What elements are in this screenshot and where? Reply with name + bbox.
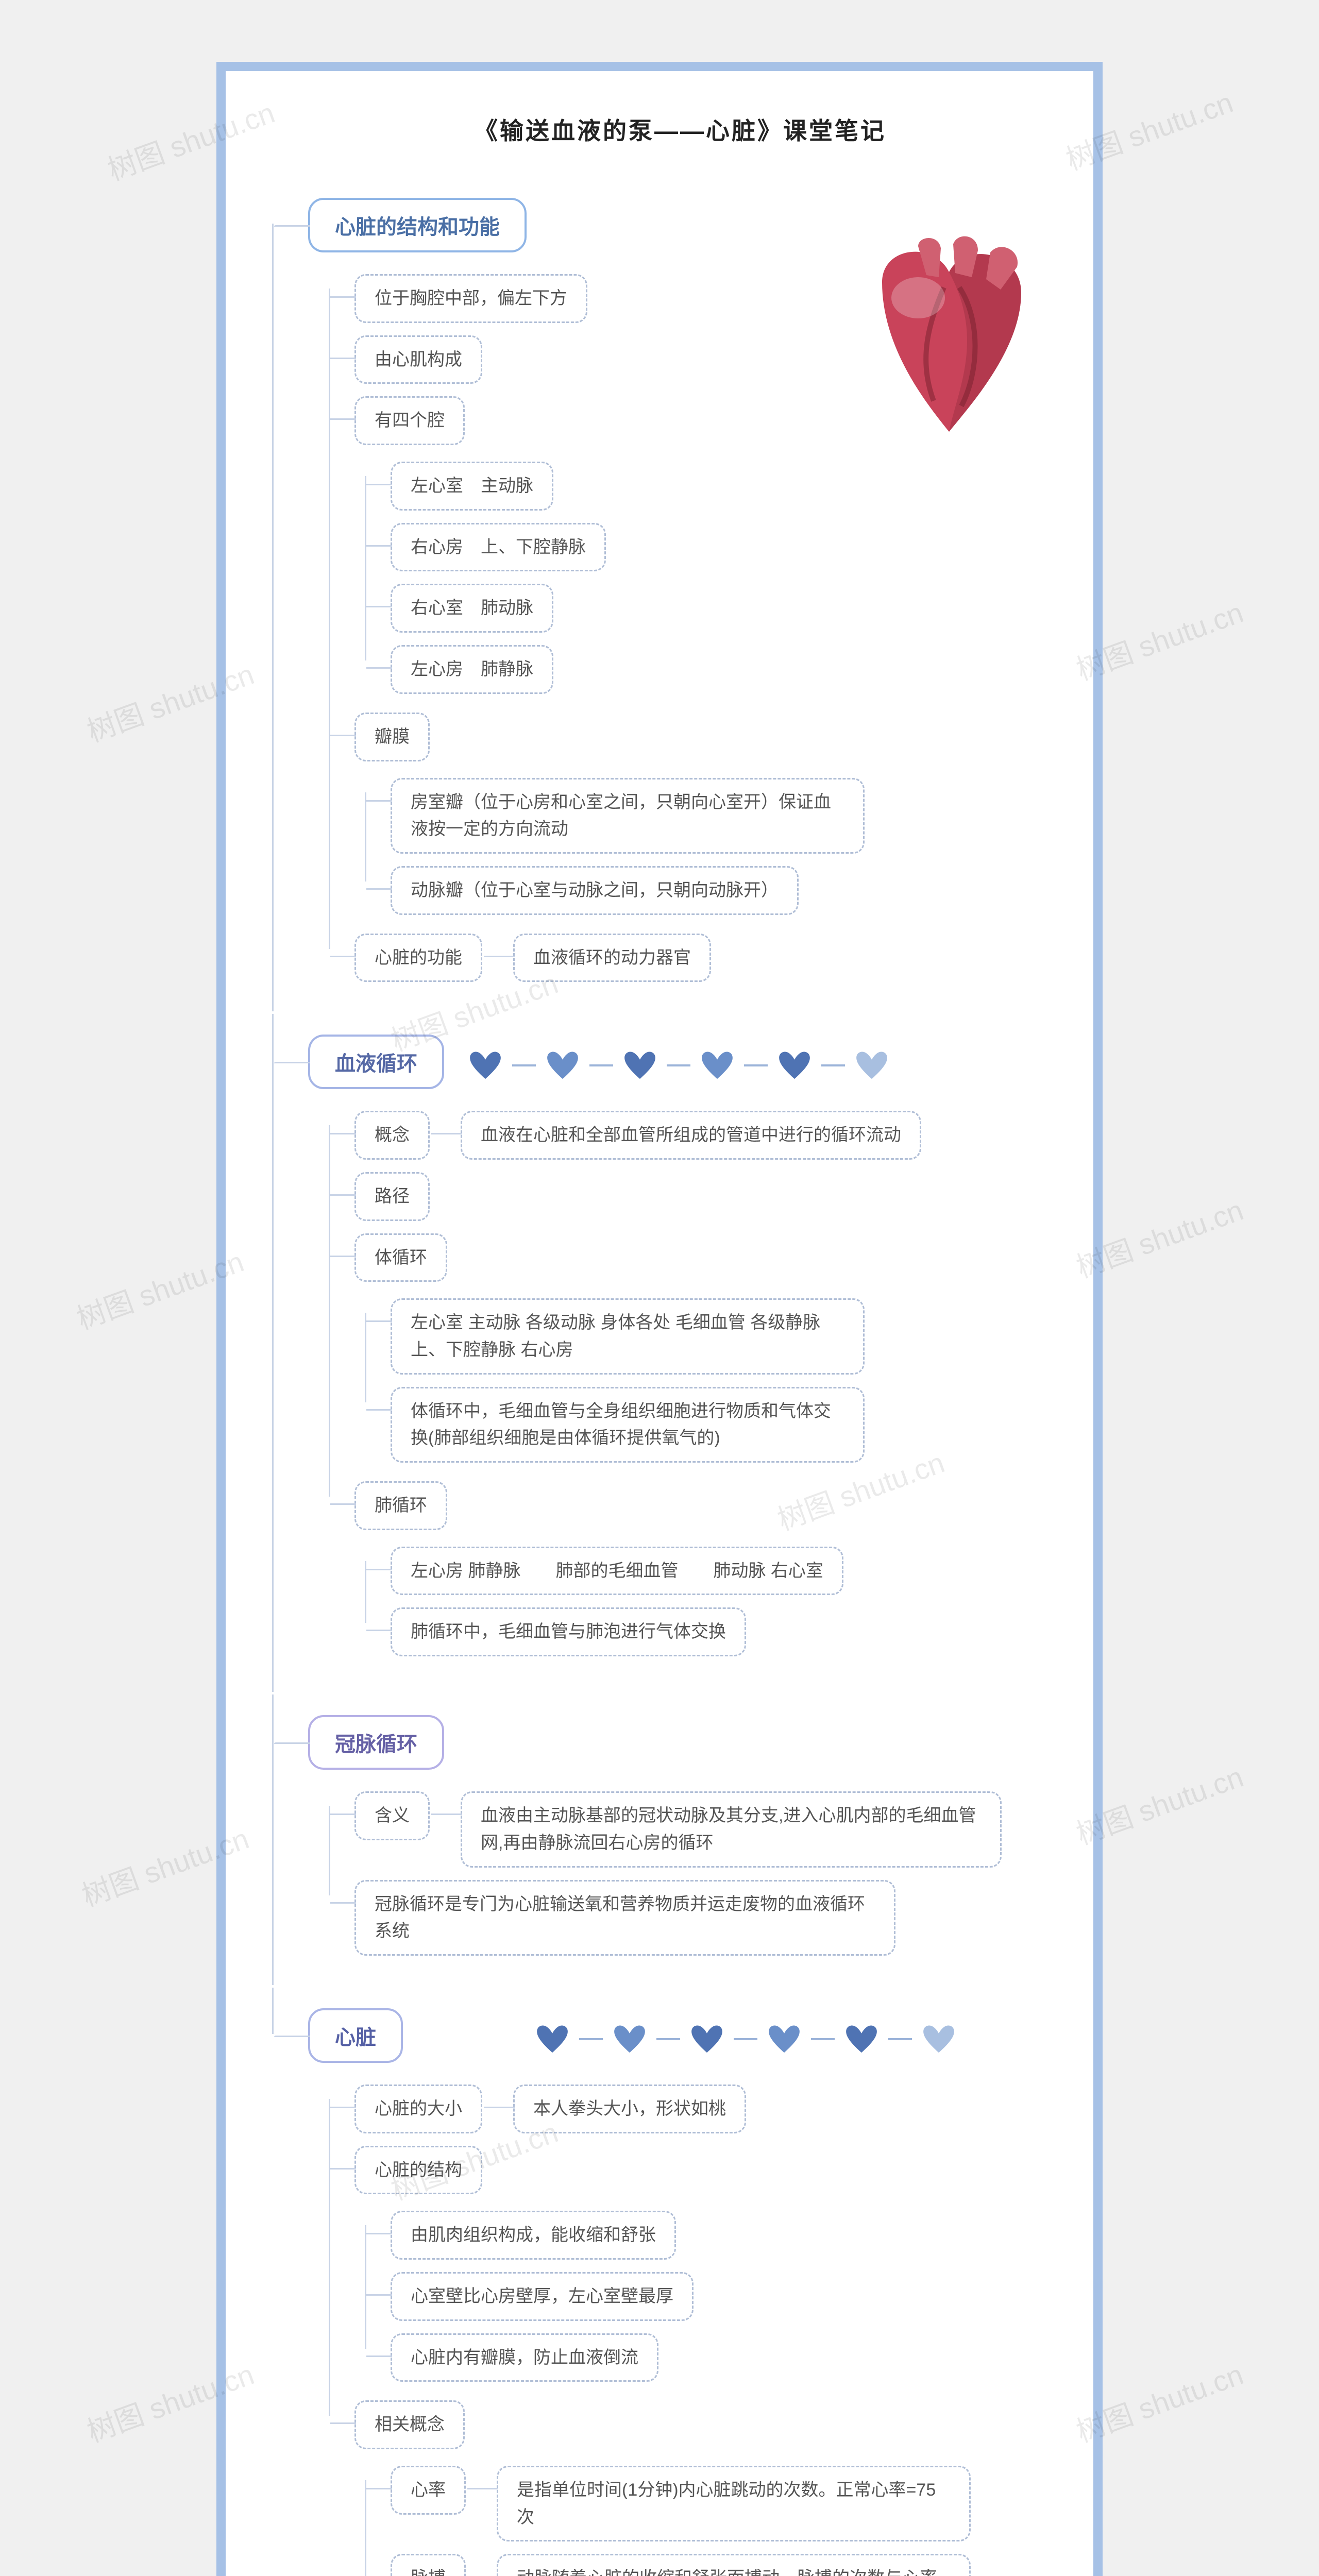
branch: 心脏的功能血液循环的动力器官	[354, 927, 1052, 989]
node: 血液在心脏和全部血管所组成的管道中进行的循环流动	[461, 1111, 921, 1160]
node: 左心房 肺静脉 肺部的毛细血管 肺动脉 右心室	[391, 1547, 843, 1596]
node: 肺循环	[354, 1481, 447, 1530]
node: 动脉随着心脏的收缩和舒张而搏动。脉搏的次数与心率是相同的	[497, 2554, 971, 2576]
branch: 有四个腔左心室 主动脉右心房 上、下腔静脉右心室 肺动脉左心房 肺静脉	[354, 390, 1052, 706]
branch: 路径	[354, 1166, 1052, 1227]
branch: 左心室 主动脉	[391, 455, 1052, 517]
node: 瓣膜	[354, 713, 430, 761]
section-header: 冠脉循环	[308, 1715, 444, 1770]
branch: 位于胸腔中部，偏左下方	[354, 268, 1052, 329]
node: 体循环	[354, 1233, 447, 1282]
section-header: 心脏的结构和功能	[308, 198, 527, 252]
node: 本人拳头大小，形状如桃	[513, 2084, 746, 2133]
branch: 心脏的大小本人拳头大小，形状如桃	[354, 2078, 1052, 2140]
node: 左心房 肺静脉	[391, 645, 553, 694]
node: 含义	[354, 1791, 430, 1840]
branch: 体循环中，毛细血管与全身组织细胞进行物质和气体交换(肺部组织细胞是由体循环提供氧…	[391, 1381, 1052, 1469]
section-header: 心脏	[308, 2008, 403, 2063]
page-title: 《输送血液的泵——心脏》课堂笔记	[308, 112, 1052, 146]
node: 动脉瓣（位于心室与动脉之间，只朝向动脉开）	[391, 866, 799, 915]
node: 右心房 上、下腔静脉	[391, 523, 606, 572]
branch: 心脏的结构由肌肉组织构成，能收缩和舒张心室壁比心房壁厚，左心室壁最厚心脏内有瓣膜…	[354, 2140, 1052, 2395]
node: 右心室 肺动脉	[391, 584, 553, 633]
branch: 左心房 肺静脉	[391, 639, 1052, 700]
branch: 肺循环左心房 肺静脉 肺部的毛细血管 肺动脉 右心室肺循环中，毛细血管与肺泡进行…	[354, 1475, 1052, 1669]
branch: 动脉瓣（位于心室与动脉之间，只朝向动脉开）	[391, 860, 1052, 921]
branch: 体循环左心室 主动脉 各级动脉 身体各处 毛细血管 各级静脉 上、下腔静脉 右心…	[354, 1227, 1052, 1475]
node: 血液由主动脉基部的冠状动脉及其分支,进入心肌内部的毛细血管网,再由静脉流回右心房…	[461, 1791, 1002, 1867]
branch: 右心室 肺动脉	[391, 578, 1052, 639]
node: 冠脉循环是专门为心脏输送氧和营养物质并运走废物的血液循环系统	[354, 1880, 895, 1956]
heart-divider	[537, 2025, 954, 2054]
mindmap-root: 心脏的结构和功能位于胸腔中部，偏左下方由心肌构成有四个腔左心室 主动脉右心房 上…	[308, 198, 1052, 2576]
node: 概念	[354, 1111, 430, 1160]
branch: 心率是指单位时间(1分钟)内心脏跳动的次数。正常心率=75次	[391, 2460, 1052, 2548]
branch: 由肌肉组织构成，能收缩和舒张	[391, 2205, 1052, 2266]
node: 心室壁比心房壁厚，左心室壁最厚	[391, 2272, 694, 2321]
node: 房室瓣（位于心房和心室之间，只朝向心室开）保证血液按一定的方向流动	[391, 778, 865, 854]
branch: 心室壁比心房壁厚，左心室壁最厚	[391, 2266, 1052, 2327]
node: 心脏的功能	[354, 934, 482, 982]
branch: 右心房 上、下腔静脉	[391, 517, 1052, 578]
branch: 相关概念心率是指单位时间(1分钟)内心脏跳动的次数。正常心率=75次脉搏 动脉随着…	[354, 2394, 1052, 2576]
branch: 心脏内有瓣膜，防止血液倒流	[391, 2327, 1052, 2388]
branch: 左心房 肺静脉 肺部的毛细血管 肺动脉 右心室	[391, 1540, 1052, 1602]
branch: 概念血液在心脏和全部血管所组成的管道中进行的循环流动	[354, 1105, 1052, 1166]
branch: 瓣膜房室瓣（位于心房和心室之间，只朝向心室开）保证血液按一定的方向流动动脉瓣（位…	[354, 706, 1052, 927]
node: 左心室 主动脉 各级动脉 身体各处 毛细血管 各级静脉 上、下腔静脉 右心房	[391, 1298, 865, 1374]
section-header: 血液循环	[308, 1035, 444, 1089]
node: 是指单位时间(1分钟)内心脏跳动的次数。正常心率=75次	[497, 2466, 971, 2541]
node: 位于胸腔中部，偏左下方	[354, 274, 587, 323]
node: 肺循环中，毛细血管与肺泡进行气体交换	[391, 1607, 746, 1656]
branch: 脉搏 动脉随着心脏的收缩和舒张而搏动。脉搏的次数与心率是相同的	[391, 2548, 1052, 2576]
section: 心脏心脏的大小本人拳头大小，形状如桃心脏的结构由肌肉组织构成，能收缩和舒张心室壁…	[308, 2008, 1052, 2576]
branch: 房室瓣（位于心房和心室之间，只朝向心室开）保证血液按一定的方向流动	[391, 772, 1052, 860]
node: 左心室 主动脉	[391, 462, 553, 511]
section: 心脏的结构和功能位于胸腔中部，偏左下方由心肌构成有四个腔左心室 主动脉右心房 上…	[308, 198, 1052, 988]
branch: 左心室 主动脉 各级动脉 身体各处 毛细血管 各级静脉 上、下腔静脉 右心房	[391, 1292, 1052, 1380]
branch: 肺循环中，毛细血管与肺泡进行气体交换	[391, 1601, 1052, 1663]
node: 相关概念	[354, 2400, 465, 2449]
page: 《输送血液的泵——心脏》课堂笔记 心脏的结构和功能位于胸腔中部，偏左下方由心肌构…	[216, 62, 1103, 2576]
node: 体循环中，毛细血管与全身组织细胞进行物质和气体交换(肺部组织细胞是由体循环提供氧…	[391, 1387, 865, 1463]
node: 血液循环的动力器官	[513, 934, 711, 982]
branch: 冠脉循环是专门为心脏输送氧和营养物质并运走废物的血液循环系统	[354, 1874, 1052, 1962]
node: 心脏内有瓣膜，防止血液倒流	[391, 2333, 658, 2382]
node: 心率	[391, 2466, 466, 2515]
section: 血液循环概念血液在心脏和全部血管所组成的管道中进行的循环流动路径体循环左心室 主…	[308, 1035, 1052, 1669]
node: 心脏的大小	[354, 2084, 482, 2133]
branch: 由心肌构成	[354, 329, 1052, 391]
branch: 含义血液由主动脉基部的冠状动脉及其分支,进入心肌内部的毛细血管网,再由静脉流回右…	[354, 1785, 1052, 1873]
node: 路径	[354, 1172, 430, 1221]
node: 脉搏	[391, 2554, 466, 2576]
heart-divider	[470, 1051, 887, 1080]
node: 心脏的结构	[354, 2146, 482, 2195]
section: 冠脉循环含义血液由主动脉基部的冠状动脉及其分支,进入心肌内部的毛细血管网,再由静…	[308, 1715, 1052, 1962]
node: 由心肌构成	[354, 335, 482, 384]
node: 有四个腔	[354, 396, 465, 445]
node: 由肌肉组织构成，能收缩和舒张	[391, 2211, 676, 2260]
